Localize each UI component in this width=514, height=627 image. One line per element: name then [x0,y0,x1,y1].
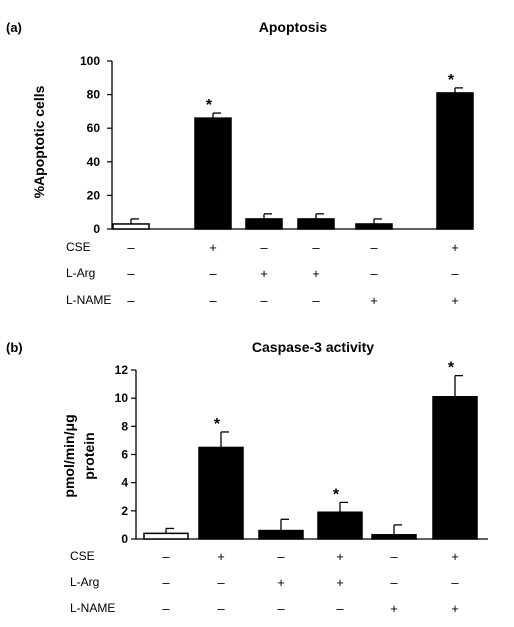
panel-b-condition-label: L-NAME [70,601,115,615]
panel-b-bar [258,529,304,540]
panel-b-condition-sign: + [451,601,459,616]
panel-a-ytick-label: 40 [87,155,101,169]
panel-a-condition-sign: + [370,293,378,308]
panel-b-ytick-label: 10 [115,391,129,405]
panel-b-condition-sign: + [217,549,225,564]
panel-a-condition-sign: – [127,293,135,308]
panel-a-ytick-label: 0 [93,222,100,236]
panel-b-bar [371,534,417,540]
panel-a-condition-sign: – [127,240,135,255]
panel-b-condition-sign: + [277,575,285,590]
panel-b-condition-sign: – [217,601,225,616]
panel-b-condition-label: CSE [70,549,95,563]
panel-b-label: (b) [6,340,23,355]
panel-a-bar [297,218,335,230]
panel-b-condition-sign: – [277,549,285,564]
panel-b-condition-sign: + [390,601,398,616]
panel-a-condition-sign: – [127,266,135,281]
panel-a-ytick-label: 80 [87,88,101,102]
panel-a-condition-sign: + [260,266,268,281]
panel-a-condition-sign: – [451,266,459,281]
panel-b-ylabel-line1: pmol/min/μg [61,414,77,497]
panel-a-condition-sign: – [312,293,320,308]
panel-a-title: Apoptosis [259,19,328,35]
panel-a-plot: 0 20 40 60 80 100 * * CSE – + – – – + L-Arg – – + + – – L-NAME… [66,54,474,308]
panel-b-ytick-label: 4 [121,476,128,490]
panel-b-ytick-label: 6 [121,448,128,462]
panel-b-condition-label: L-Arg [70,575,99,589]
panel-b-condition-sign: – [451,575,459,590]
panel-b-bar [143,532,189,540]
panel-b-condition-sign: – [277,601,285,616]
panel-a-condition-label: L-Arg [66,266,95,280]
panel-b-condition-sign: + [336,575,344,590]
panel-a-ylabel: %Apoptotic cells [31,85,47,198]
panel-b-condition-sign: – [162,575,170,590]
panel-b-condition-sign: + [336,549,344,564]
panel-b-ytick-label: 12 [115,363,129,377]
panel-b-bar [432,396,478,540]
panel-a-condition-sign: + [312,266,320,281]
panel-a-condition-label: L-NAME [66,293,111,307]
panel-b-significance-star: * [333,486,340,503]
panel-a-condition-sign: – [312,240,320,255]
panel-b-bar [317,511,363,540]
panel-b-ytick-label: 8 [121,419,128,433]
panel-b-ytick-label: 2 [121,504,128,518]
panel-a-ytick-label: 100 [80,54,100,68]
panel-b-condition-sign: + [451,549,459,564]
panel-b-condition-sign: – [390,549,398,564]
panel-a-label: (a) [6,20,22,35]
panel-a-bar [436,92,474,230]
panel-b-condition-sign: – [390,575,398,590]
panel-b-significance-star: * [448,360,455,377]
panel-a-condition-label: CSE [66,240,91,254]
panel-b-significance-star: * [214,416,221,433]
panel-b-condition-sign: – [162,549,170,564]
panel-a-ytick-label: 60 [87,121,101,135]
panel-a-condition-sign: – [370,266,378,281]
panel-b-plot: 0 2 4 6 8 10 12 * * * CSE – + – + – + L-Arg – – + + – – L-NAME – –… [70,360,488,616]
panel-b-title: Caspase-3 activity [252,339,374,355]
panel-a-condition-sign: – [260,240,268,255]
panel-a-bar [355,223,393,230]
panel-a-ytick-label: 20 [87,188,101,202]
panel-a-condition-sign: + [209,240,217,255]
panel-b-ytick-label: 0 [121,532,128,546]
panel-a-significance-star: * [206,97,213,114]
panel-a-significance-star: * [448,72,455,89]
panel-a-condition-sign: – [370,240,378,255]
panel-a-bar [112,223,150,230]
panel-b-condition-sign: – [162,601,170,616]
panel-a-condition-sign: + [451,240,459,255]
panel-b-bar [198,446,244,540]
panel-b-condition-sign: – [336,601,344,616]
panel-a-bar [245,218,283,230]
panel-a-condition-sign: – [260,293,268,308]
panel-b-condition-sign: – [217,575,225,590]
panel-a-condition-sign: + [451,293,459,308]
panel-b-ylabel-line2: protein [81,432,97,479]
panel-a-condition-sign: – [209,266,217,281]
panel-a-bar [194,117,232,230]
panel-a-condition-sign: – [209,293,217,308]
